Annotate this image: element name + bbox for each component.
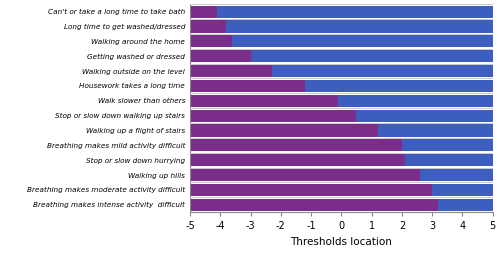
- Bar: [190, 184, 432, 196]
- Bar: [217, 5, 492, 18]
- Bar: [190, 139, 402, 152]
- Bar: [272, 65, 492, 77]
- Bar: [356, 110, 492, 122]
- Bar: [190, 199, 438, 211]
- Bar: [190, 95, 338, 107]
- Bar: [190, 154, 405, 166]
- Bar: [378, 124, 492, 137]
- Bar: [190, 110, 356, 122]
- Bar: [305, 80, 492, 92]
- Bar: [405, 154, 492, 166]
- Bar: [190, 5, 217, 18]
- Bar: [190, 169, 420, 181]
- Bar: [232, 35, 492, 47]
- X-axis label: Thresholds location: Thresholds location: [290, 237, 392, 247]
- Bar: [250, 50, 492, 62]
- Bar: [190, 65, 272, 77]
- Bar: [438, 199, 492, 211]
- Bar: [190, 20, 226, 33]
- Bar: [190, 80, 305, 92]
- Bar: [226, 20, 492, 33]
- Bar: [338, 95, 492, 107]
- Bar: [402, 139, 492, 152]
- Bar: [420, 169, 492, 181]
- Bar: [190, 50, 250, 62]
- Bar: [190, 35, 232, 47]
- Bar: [190, 124, 378, 137]
- Bar: [432, 184, 492, 196]
